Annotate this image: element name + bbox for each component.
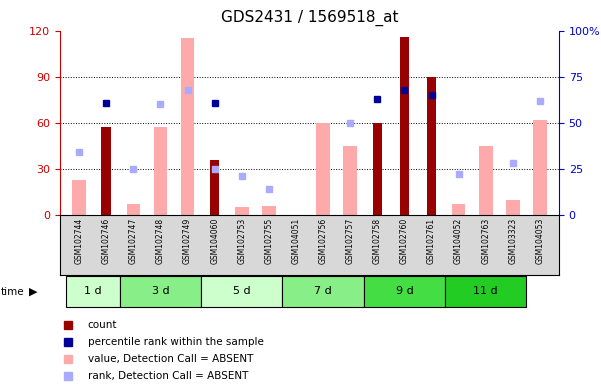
Text: GSM104053: GSM104053 (535, 218, 545, 265)
Bar (427, 77, 436, 215)
Bar (127, 204, 140, 215)
Text: value, Detection Call = ABSENT: value, Detection Call = ABSENT (88, 354, 253, 364)
Text: GSM104051: GSM104051 (291, 218, 300, 264)
Text: 1 d: 1 d (84, 286, 102, 296)
Bar (154, 127, 167, 215)
Text: GSM104052: GSM104052 (454, 218, 463, 264)
Bar (445, 276, 526, 307)
Text: GSM102755: GSM102755 (264, 218, 273, 264)
Text: GSM104060: GSM104060 (210, 218, 219, 265)
Text: GSM102746: GSM102746 (102, 218, 111, 264)
Text: GSM102758: GSM102758 (373, 218, 382, 264)
Text: 3 d: 3 d (151, 286, 169, 296)
Text: GSM103323: GSM103323 (508, 218, 517, 264)
Text: percentile rank within the sample: percentile rank within the sample (88, 337, 263, 347)
Bar (506, 200, 520, 215)
Text: ▶: ▶ (29, 287, 37, 297)
Text: GSM102763: GSM102763 (481, 218, 490, 264)
Text: GSM102747: GSM102747 (129, 218, 138, 264)
Bar (479, 146, 492, 215)
Bar (364, 276, 445, 307)
Text: GSM102749: GSM102749 (183, 218, 192, 264)
Text: rank, Detection Call = ABSENT: rank, Detection Call = ABSENT (88, 371, 248, 381)
Bar (343, 146, 357, 215)
Text: GSM102760: GSM102760 (400, 218, 409, 264)
Bar (72, 180, 86, 215)
Bar (66, 276, 120, 307)
Bar (201, 276, 282, 307)
Bar (102, 127, 111, 215)
Text: GSM102757: GSM102757 (346, 218, 355, 264)
Text: GSM102744: GSM102744 (75, 218, 84, 264)
Bar (181, 38, 194, 215)
Text: 7 d: 7 d (314, 286, 332, 296)
Bar (452, 204, 465, 215)
Text: count: count (88, 320, 117, 330)
Text: GSM102748: GSM102748 (156, 218, 165, 264)
Text: GDS2431 / 1569518_at: GDS2431 / 1569518_at (221, 10, 398, 26)
Bar (400, 37, 409, 215)
Bar (262, 206, 276, 215)
Text: GSM102753: GSM102753 (237, 218, 246, 264)
Bar (235, 207, 249, 215)
Text: 9 d: 9 d (395, 286, 413, 296)
Text: 5 d: 5 d (233, 286, 251, 296)
Bar (316, 123, 330, 215)
Text: 11 d: 11 d (474, 286, 498, 296)
Bar (120, 276, 201, 307)
Text: time: time (1, 287, 24, 297)
Bar (533, 120, 547, 215)
Bar (373, 123, 382, 215)
Text: GSM102761: GSM102761 (427, 218, 436, 264)
Bar (210, 160, 219, 215)
Text: GSM102756: GSM102756 (319, 218, 328, 264)
Bar (282, 276, 364, 307)
